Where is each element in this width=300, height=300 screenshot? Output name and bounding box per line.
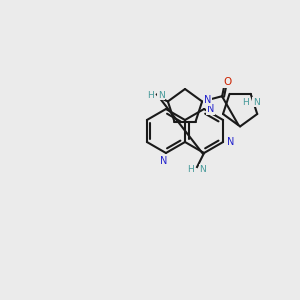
Text: N: N	[158, 91, 165, 100]
Text: N: N	[227, 137, 235, 147]
Text: H: H	[147, 91, 154, 100]
Text: H: H	[187, 164, 194, 173]
Text: N: N	[204, 95, 212, 105]
Text: N: N	[207, 104, 214, 114]
Text: N: N	[160, 156, 168, 166]
Text: O: O	[223, 77, 231, 87]
Text: N: N	[199, 164, 206, 173]
Text: H: H	[242, 98, 249, 107]
Text: N: N	[253, 98, 260, 107]
